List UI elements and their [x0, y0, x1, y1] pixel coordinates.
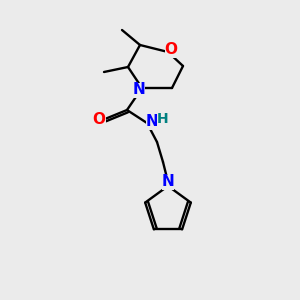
Text: O: O	[92, 112, 106, 127]
Text: N: N	[162, 175, 174, 190]
Text: N: N	[146, 115, 158, 130]
Text: O: O	[164, 43, 178, 58]
Text: H: H	[157, 112, 169, 126]
Text: N: N	[133, 82, 146, 98]
